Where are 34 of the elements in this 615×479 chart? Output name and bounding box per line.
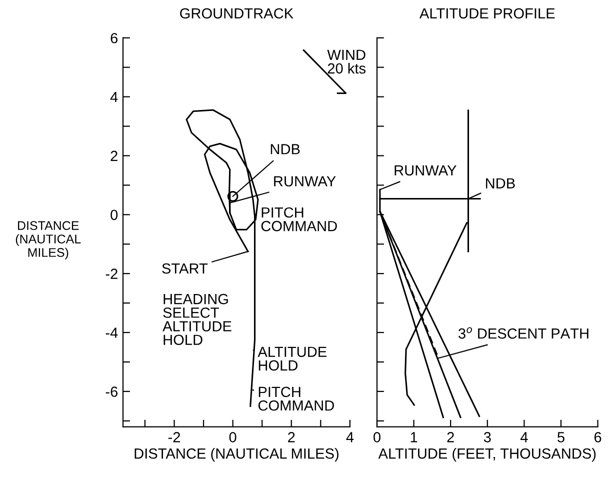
x-tick-label: 1 [410,432,418,442]
annotation: NDB [486,178,515,188]
x-tick-label: 6 [594,432,602,442]
y-axis-title: DISTANCE (NAUTICAL MILES) [16,221,81,260]
x-tick-label: 5 [558,432,564,442]
annotation: PITCH COMMAND [258,386,334,411]
y-tick-label: 4 [110,92,118,102]
chart-title: ALTITUDE PROFILE [419,8,555,19]
x-tick-label: 2 [288,432,295,442]
chart-title: GROUNDTRACK [180,8,294,19]
annotation: RUNWAY [394,165,456,176]
x-tick-label: 4 [520,432,528,442]
x-tick-label: -2 [168,432,180,442]
x-tick-label: 0 [374,432,380,442]
x-tick-label: 3 [484,432,491,442]
y-tick-label: -4 [106,328,118,338]
y-tick-label: -2 [106,268,118,279]
annotation: ALTITUDE HOLD [258,346,326,371]
x-tick-label: 2 [447,432,454,442]
annotation: HEADING SELECT ALTITUDE HOLD [162,294,232,346]
y-tick-label: 0 [110,210,118,220]
y-tick-label: 2 [110,150,118,161]
y-tick-label: -6 [106,386,118,397]
annotation: NDB [270,144,300,154]
annotation: START [162,263,208,274]
annotation: WIND 20 kts [327,50,366,74]
x-tick-label: 4 [346,432,354,442]
x-axis-title: DISTANCE (NAUTICAL MILES) [134,448,338,462]
y-tick-label: 6 [110,32,118,44]
annotation: PITCH COMMAND [261,207,337,232]
x-axis-title: ALTITUDE (FEET, THOUSANDS) [378,448,596,462]
x-tick-label: 0 [229,432,236,442]
annotation: RUNWAY [274,176,336,186]
annotation: 3$^{o}$ DESCENT PATH [458,327,588,339]
